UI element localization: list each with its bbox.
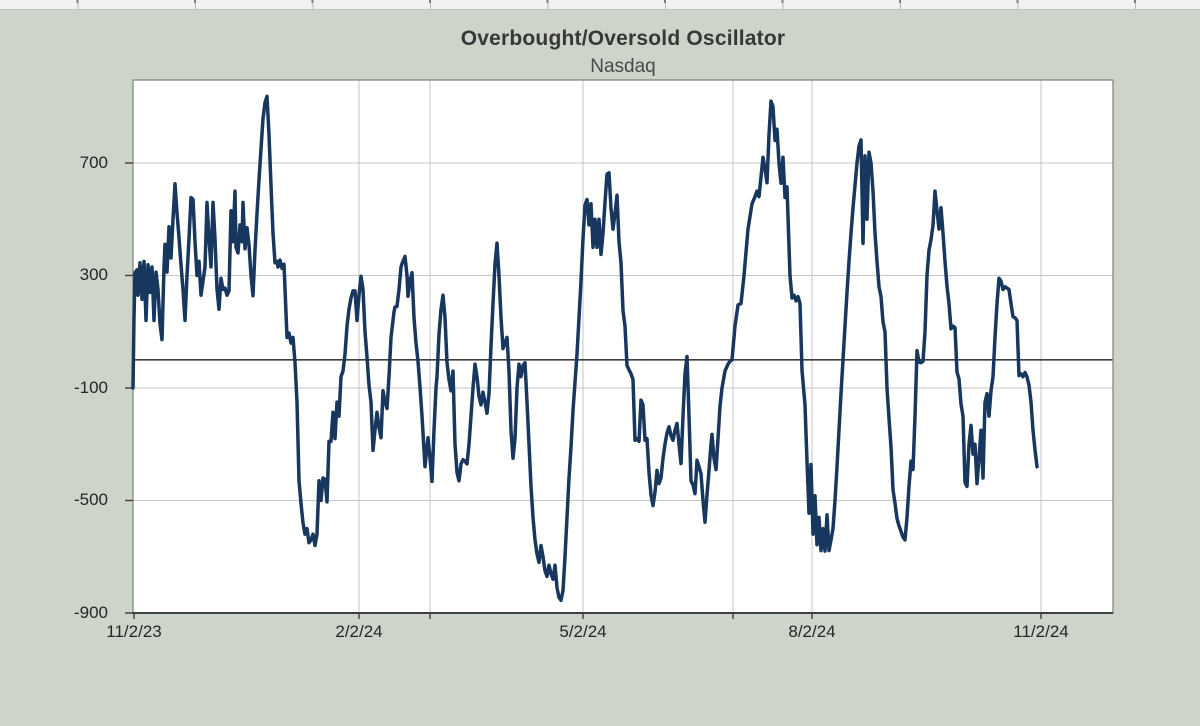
y-axis-label: -500	[73, 490, 108, 510]
worksheet-column-ticks	[0, 0, 1200, 3]
y-axis-label: 300	[79, 265, 108, 285]
y-axis-label: -100	[73, 377, 108, 397]
x-axis-label: 11/2/24	[1013, 622, 1069, 641]
x-axis-label: 2/2/24	[335, 622, 383, 641]
y-axis-label: 700	[79, 152, 108, 172]
x-axis-label: 11/2/23	[106, 622, 162, 641]
x-axis-label: 8/2/24	[788, 622, 836, 641]
chart-title: Overbought/Oversold Oscillator	[460, 27, 786, 50]
y-axis-label: -900	[73, 603, 108, 622]
x-axis-label: 5/2/24	[559, 622, 607, 641]
plot-background	[133, 80, 1113, 613]
chart-subtitle: Nasdaq	[590, 56, 656, 77]
oscillator-line-chart	[125, 79, 1114, 619]
worksheet-row-remnant	[0, 0, 1200, 10]
oscillator-series-line	[131, 94, 1039, 603]
